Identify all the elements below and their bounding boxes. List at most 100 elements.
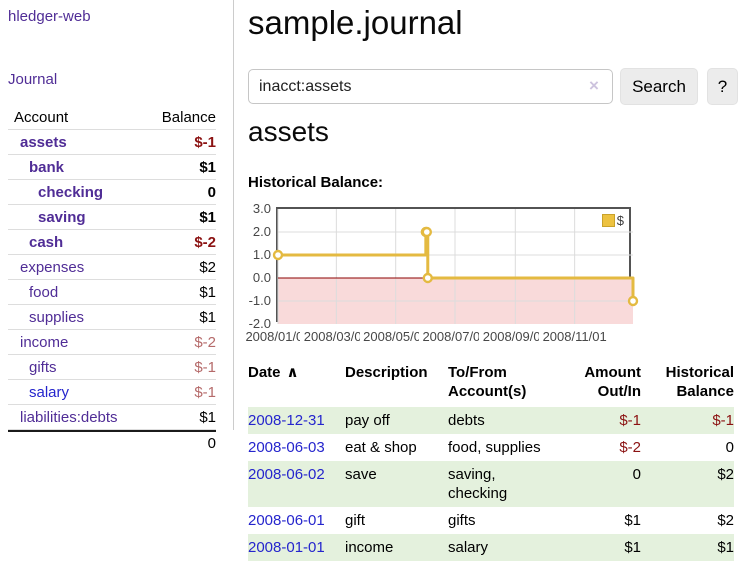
register-amount: $-1 <box>619 412 641 429</box>
sidebar-item-journal[interactable]: Journal <box>8 71 58 88</box>
accounts-total-row: 0 <box>8 430 216 455</box>
register-date-link[interactable]: 2008-06-01 <box>248 512 325 529</box>
register-row: 2008-06-02 save saving, checking 0 $2 <box>248 461 734 507</box>
register-amount: $-2 <box>619 439 641 456</box>
register-accounts: salary <box>448 539 489 556</box>
chart-legend: $ <box>599 212 626 229</box>
sidebar-account-link[interactable]: supplies <box>29 308 85 326</box>
x-axis-tick-label: 2008/05/01 <box>359 329 432 344</box>
date-header-label: Date <box>248 364 281 381</box>
sidebar-account-link[interactable]: expenses <box>20 258 85 276</box>
sidebar-account-link[interactable]: income <box>20 333 69 351</box>
account-row: saving $1 <box>8 205 216 230</box>
y-axis-tick-label: 1.0 <box>252 247 271 262</box>
register-table: Date ∧ Description To/From Account(s) Amo… <box>248 361 734 561</box>
register-date-cell: 2008-06-02 <box>248 461 345 507</box>
column-header-description: Description <box>345 364 428 381</box>
register-accounts: saving, checking <box>448 466 508 502</box>
help-button[interactable]: ? <box>707 68 738 105</box>
page-title: sample.journal <box>248 4 463 41</box>
x-axis-tick-label: 2008/07/01 <box>419 329 491 344</box>
register-row: 2008-01-01 income salary $1 $1 <box>248 534 734 561</box>
sidebar-account-balance: $1 <box>199 308 216 326</box>
register-row: 2008-12-31 pay off debts $-1 $-1 <box>248 407 734 434</box>
y-axis-tick-label: 2.0 <box>252 224 271 239</box>
x-axis-tick-label: 2008/03/01 <box>300 329 373 344</box>
search-button[interactable]: Search <box>620 68 698 105</box>
app-brand-link[interactable]: hledger-web <box>8 8 91 25</box>
x-axis-tick-label: 2008/11/01 <box>538 329 611 344</box>
sidebar-account-balance: $-2 <box>194 333 216 351</box>
register-date-link[interactable]: 2008-06-03 <box>248 439 325 456</box>
sidebar-account-link[interactable]: cash <box>29 233 64 251</box>
sidebar-account-balance: $-1 <box>194 133 216 151</box>
accounts-header-account: Account <box>14 108 69 126</box>
y-axis-tick-label: 3.0 <box>252 201 271 216</box>
column-header-amount: Amount Out/In <box>584 364 641 400</box>
sidebar-account-link[interactable]: gifts <box>29 358 57 376</box>
chart-canvas <box>272 209 639 324</box>
register-amount: $1 <box>624 539 641 556</box>
register-date-link[interactable]: 2008-06-02 <box>248 466 325 483</box>
account-row: expenses $2 <box>8 255 216 280</box>
sidebar-account-link[interactable]: assets <box>20 133 67 151</box>
legend-label: $ <box>616 213 624 228</box>
y-axis-tick-label: -2.0 <box>248 316 271 331</box>
sidebar-account-balance: 0 <box>207 183 216 201</box>
account-row: checking 0 <box>8 180 216 205</box>
account-heading: assets <box>248 116 329 147</box>
register-accounts: gifts <box>448 512 476 529</box>
sidebar-account-balance: $2 <box>199 258 216 276</box>
accounts-table: Account Balance assets $-1 bank $1 checking 0… <box>8 105 216 455</box>
sidebar-account-link[interactable]: bank <box>29 158 65 176</box>
register-row: 2008-06-01 gift gifts $1 $2 <box>248 507 734 534</box>
account-row: gifts $-1 <box>8 355 216 380</box>
register-header-row: Date ∧ Description To/From Account(s) Amo… <box>248 361 734 407</box>
sidebar-divider <box>233 0 234 430</box>
column-header-date[interactable]: Date ∧ <box>248 361 345 407</box>
sidebar-account-link[interactable]: food <box>29 283 59 301</box>
accounts-header-balance: Balance <box>161 108 216 126</box>
register-amount: $1 <box>624 512 641 529</box>
register-date-cell: 2008-06-03 <box>248 434 345 461</box>
register-description: gift <box>345 512 366 529</box>
register-date-link[interactable]: 2008-12-31 <box>248 412 325 429</box>
y-axis-tick-label: 0.0 <box>252 270 271 285</box>
legend-swatch-icon <box>601 214 615 227</box>
sidebar-account-link[interactable]: salary <box>29 383 70 401</box>
register-row: 2008-06-03 eat & shop food, supplies $-2 0 <box>248 434 734 461</box>
sidebar-account-link[interactable]: checking <box>38 183 104 201</box>
sidebar-account-balance: $1 <box>199 283 216 301</box>
account-row: bank $1 <box>8 155 216 180</box>
y-axis-tick-label: -1.0 <box>248 293 271 308</box>
clear-search-icon[interactable]: × <box>589 76 599 95</box>
register-balance: $1 <box>717 539 734 556</box>
register-date-cell: 2008-06-01 <box>248 507 345 534</box>
register-date-cell: 2008-12-31 <box>248 407 345 434</box>
column-header-balance: Historical Balance <box>665 364 734 400</box>
account-row: cash $-2 <box>8 230 216 255</box>
register-balance: 0 <box>725 439 734 456</box>
sidebar-account-link[interactable]: saving <box>38 208 86 226</box>
accounts-total-value: 0 <box>207 435 216 452</box>
register-date-link[interactable]: 2008-01-01 <box>248 539 325 556</box>
search-input[interactable] <box>248 69 613 104</box>
register-accounts: food, supplies <box>448 439 541 456</box>
sidebar-account-balance: $-2 <box>194 233 216 251</box>
sidebar-account-balance: $1 <box>199 158 216 176</box>
account-row: food $1 <box>8 280 216 305</box>
balance-chart: $ 3.0 2.0 1.0 0.0 -1.0 -2.0 2008/01/01 2008/03/… <box>242 200 683 348</box>
register-balance: $2 <box>717 466 734 483</box>
chart-plot-area[interactable]: $ <box>272 207 639 324</box>
sidebar-account-balance: $1 <box>199 408 216 426</box>
register-amount: 0 <box>632 466 641 483</box>
register-date-cell: 2008-01-01 <box>248 534 345 561</box>
account-row: supplies $1 <box>8 305 216 330</box>
sidebar-account-link[interactable]: liabilities:debts <box>20 408 118 426</box>
accounts-table-header: Account Balance <box>8 105 216 130</box>
register-description: eat & shop <box>345 439 417 456</box>
register-description: pay off <box>345 412 390 429</box>
register-balance: $2 <box>717 512 734 529</box>
sidebar-account-balance: $1 <box>199 208 216 226</box>
sort-asc-icon: ∧ <box>286 364 299 381</box>
